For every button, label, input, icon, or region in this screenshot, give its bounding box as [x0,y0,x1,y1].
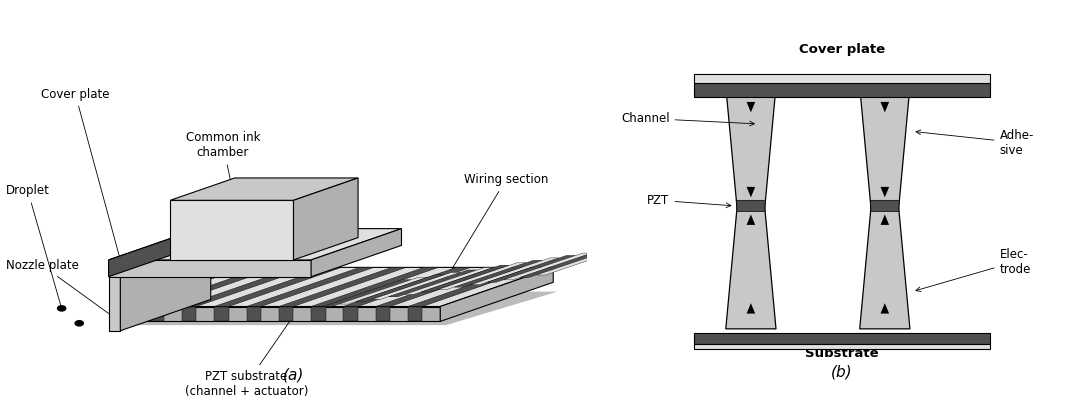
Polygon shape [293,178,358,260]
Polygon shape [311,229,401,277]
Polygon shape [408,307,423,322]
Polygon shape [117,292,558,325]
Polygon shape [376,307,390,322]
Polygon shape [247,307,261,322]
Text: (b): (b) [830,364,852,379]
Polygon shape [747,303,755,313]
Polygon shape [339,277,427,304]
Polygon shape [109,229,401,260]
Polygon shape [372,273,460,299]
Polygon shape [747,102,755,112]
Polygon shape [109,229,199,277]
Text: Cover plate: Cover plate [799,43,885,56]
Polygon shape [109,240,211,271]
Polygon shape [214,307,228,322]
Polygon shape [388,270,476,297]
Text: Cover plate: Cover plate [41,87,120,257]
Text: Wiring section: Wiring section [448,173,548,276]
Text: Substrate: Substrate [805,347,878,360]
Polygon shape [408,267,536,307]
Bar [694,333,990,344]
Polygon shape [537,248,625,275]
Polygon shape [182,267,310,307]
Polygon shape [311,267,438,307]
Polygon shape [247,267,374,307]
Polygon shape [109,260,311,277]
Polygon shape [747,215,755,225]
Polygon shape [422,265,510,292]
Polygon shape [214,267,341,307]
Polygon shape [117,267,553,307]
Polygon shape [279,267,407,307]
Polygon shape [503,253,591,280]
Bar [694,74,990,83]
Polygon shape [117,307,440,322]
Polygon shape [121,240,211,331]
Polygon shape [150,267,277,307]
Bar [694,83,990,97]
Polygon shape [150,307,164,322]
Polygon shape [405,268,493,294]
Text: Channel: Channel [621,112,754,126]
Polygon shape [860,87,910,329]
Text: Adhe-
sive: Adhe- sive [916,128,1034,157]
Circle shape [75,321,84,326]
Polygon shape [438,263,526,290]
Text: Common ink
chamber: Common ink chamber [186,131,260,226]
Polygon shape [171,200,293,260]
Polygon shape [323,280,411,307]
Polygon shape [880,102,889,112]
Circle shape [58,306,65,311]
Bar [694,344,990,350]
Polygon shape [117,267,245,307]
Polygon shape [471,258,559,285]
Polygon shape [487,256,575,282]
Polygon shape [880,187,889,197]
Polygon shape [355,275,443,302]
Polygon shape [880,303,889,313]
Text: Elec-
trode: Elec- trode [916,248,1030,292]
Polygon shape [736,200,765,211]
Polygon shape [117,307,132,322]
Polygon shape [726,87,776,329]
Text: (a): (a) [283,368,304,383]
Polygon shape [454,260,542,287]
Text: Droplet: Droplet [5,185,61,306]
Polygon shape [311,307,325,322]
Polygon shape [440,267,553,322]
Text: PZT substrate
(channel + actuator): PZT substrate (channel + actuator) [185,318,309,398]
Polygon shape [871,200,899,211]
Text: PZT: PZT [648,194,730,208]
Polygon shape [171,178,358,200]
Polygon shape [747,187,755,197]
Polygon shape [343,267,471,307]
Polygon shape [376,267,503,307]
Polygon shape [109,271,121,331]
Polygon shape [520,251,608,277]
Polygon shape [279,307,293,322]
Polygon shape [182,307,197,322]
Polygon shape [880,215,889,225]
Text: Nozzle plate: Nozzle plate [5,259,112,316]
Polygon shape [343,307,358,322]
